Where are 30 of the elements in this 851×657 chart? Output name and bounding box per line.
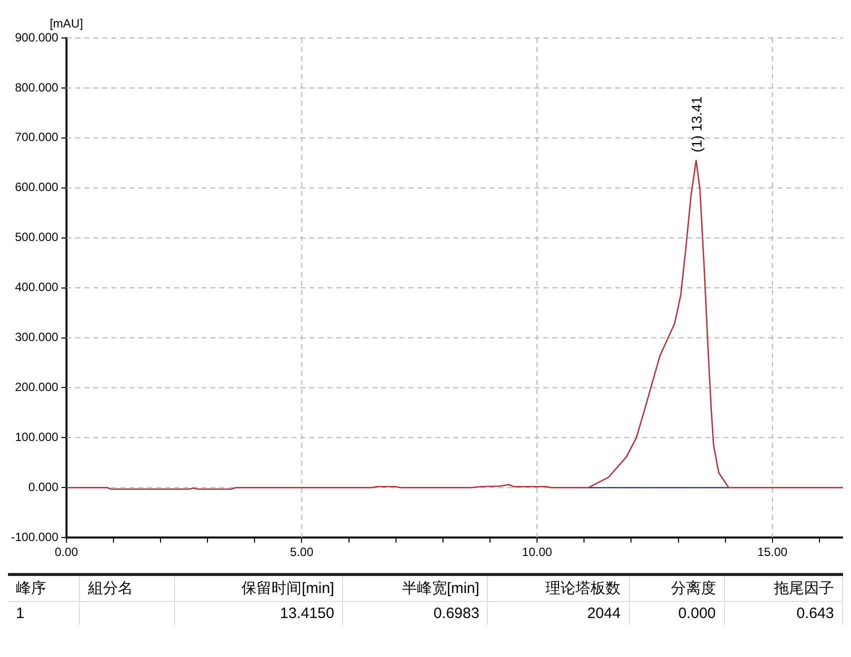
y-tick-label: 700.000: [14, 130, 59, 144]
text: 0.000: [629, 602, 724, 625]
x-tick-label: 5.00: [290, 545, 314, 560]
text: 13.4150: [174, 602, 343, 625]
annotation: (1) 13.41: [688, 96, 704, 152]
text: 2044: [488, 602, 630, 625]
x-tick-label: 15.00: [757, 545, 788, 560]
text: 拖尾因子: [724, 574, 842, 602]
y-tick-label: -100.000: [11, 530, 59, 544]
text: 0.643: [724, 602, 842, 625]
text: 1: [8, 602, 80, 625]
y-tick-label: 0.000: [28, 480, 59, 494]
y-tick-label: 200.000: [14, 380, 59, 394]
text: 半峰宽[min]: [342, 574, 488, 602]
x-tick-label: 10.00: [522, 545, 552, 560]
text: 組分名: [79, 574, 175, 602]
y-axis-title: [mAU]: [50, 16, 84, 30]
y-tick-label: 500.000: [14, 230, 59, 244]
text: 保留时间[min]: [174, 574, 343, 602]
y-tick-label: 100.000: [14, 430, 59, 444]
y-tick-label: 800.000: [14, 80, 59, 94]
y-tick-label: 900.000: [14, 30, 59, 44]
text: 0.6983: [342, 602, 488, 625]
y-tick-label: 400.000: [14, 280, 59, 294]
text: 峰序: [8, 574, 80, 602]
y-tick-label: 600.000: [14, 180, 59, 194]
x-tick-label: 0.00: [54, 545, 78, 560]
text: 分离度: [629, 574, 724, 602]
y-tick-label: 300.000: [14, 330, 59, 344]
text: 理论塔板数: [488, 574, 630, 602]
